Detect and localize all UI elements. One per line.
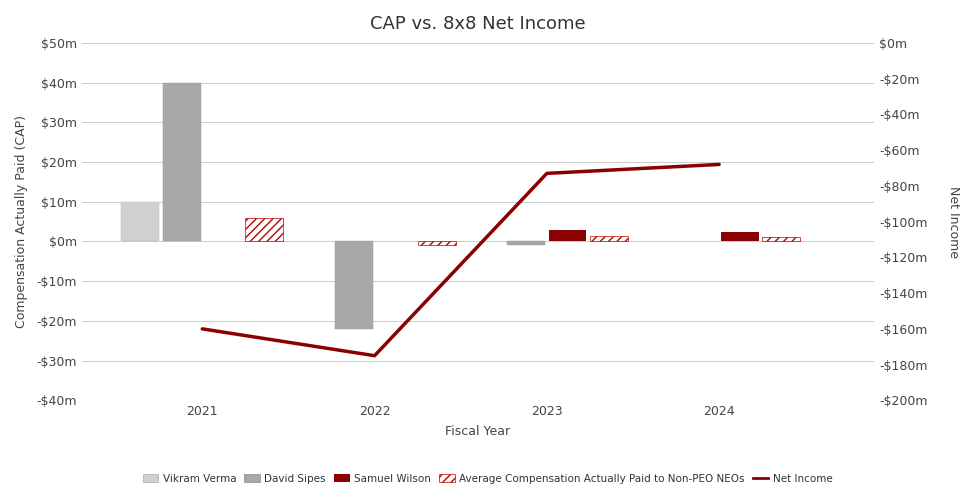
Y-axis label: Net Income: Net Income: [947, 186, 960, 257]
Legend: Vikram Verma, David Sipes, Samuel Wilson, Average Compensation Actually Paid to : Vikram Verma, David Sipes, Samuel Wilson…: [138, 470, 837, 488]
Bar: [121, 202, 159, 242]
Bar: [721, 232, 759, 242]
Bar: [549, 230, 587, 242]
Bar: [335, 242, 372, 329]
Bar: [163, 83, 201, 242]
Y-axis label: Compensation Actually Paid (CAP): Compensation Actually Paid (CAP): [15, 115, 28, 328]
X-axis label: Fiscal Year: Fiscal Year: [446, 425, 511, 438]
Bar: [507, 242, 545, 246]
Bar: [590, 236, 628, 242]
Bar: [762, 237, 800, 242]
Bar: [417, 242, 455, 246]
Title: CAP vs. 8x8 Net Income: CAP vs. 8x8 Net Income: [370, 15, 586, 33]
Bar: [246, 218, 284, 242]
